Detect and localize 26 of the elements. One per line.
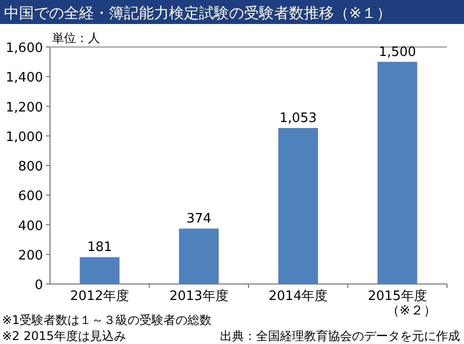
y-tick-label: 0 [34,278,43,293]
data-label: 374 [186,212,212,227]
source-note: 出典：全国経理教育協会のデータを元に作成 [220,329,460,343]
data-label: 181 [87,240,112,256]
y-tick-label: 800 [18,160,43,174]
bar [278,128,318,284]
bar [378,62,418,284]
y-tick-label: 1,200 [6,100,43,116]
data-label: 1,500 [378,44,416,60]
data-label: 1,053 [280,111,317,126]
x-tick-label: 2015年度（※２） [368,288,436,318]
text: ※2 2015年度は見込み [2,329,126,343]
chart-title: 中国での全経・簿記能力検定試験の受験者数推移（※１） [4,4,392,22]
y-tick-label: 400 [18,218,43,234]
text: ※1受験者数は１～３級の受験者の総数 [2,313,212,327]
y-tick-label: 1,400 [6,70,43,86]
bar [80,257,120,284]
y-tick-label: 200 [18,248,43,264]
bar [179,228,219,284]
x-tick-label: 2014年度 [268,288,328,304]
y-tick-label: 1,600 [6,41,43,56]
y-tick-label: 600 [18,189,43,204]
y-axis-title: 単位：人 [52,31,100,45]
x-tick-label: 2013年度 [169,288,228,304]
y-tick-label: 1,000 [6,130,43,145]
x-tick-label: 2012年度 [70,288,130,304]
